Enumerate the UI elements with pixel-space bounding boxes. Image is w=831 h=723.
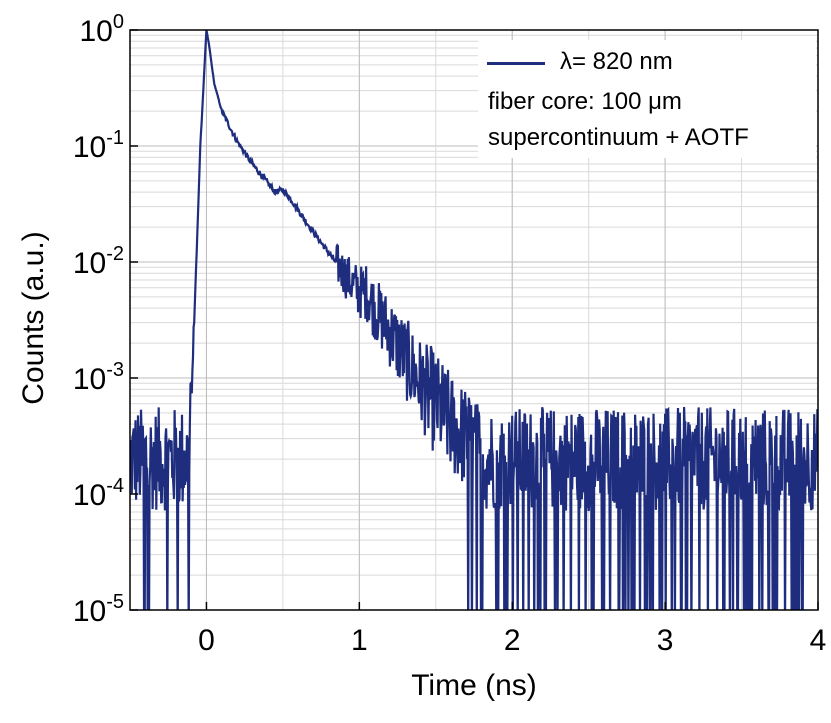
y-axis-title: Counts (a.u.) [17,231,50,405]
x-tick-label: 4 [810,624,827,657]
y-tick-label: 10-4 [73,475,124,512]
legend: λ= 820 nm fiber core: 100 μm supercontin… [478,40,816,158]
y-tick-label: 10-3 [73,359,124,396]
legend-line-swatch [487,62,545,65]
x-tick-label: 3 [657,624,674,657]
y-tick-label: 10-1 [73,127,124,164]
legend-series-label: λ= 820 nm [560,48,673,75]
x-tick-label: 2 [504,624,521,657]
x-tick-label: 0 [198,624,215,657]
y-tick-label: 10-2 [73,243,124,280]
x-axis-title: Time (ns) [411,669,537,702]
series-line [130,30,818,610]
annotation-source: supercontinuum + AOTF [488,124,749,151]
y-tick-label: 100 [80,11,125,48]
plot-frame [129,29,819,611]
y-tick-label: 10-5 [73,591,124,628]
x-tick-label: 1 [351,624,368,657]
annotation-fiber-core: fiber core: 100 μm [488,88,682,115]
